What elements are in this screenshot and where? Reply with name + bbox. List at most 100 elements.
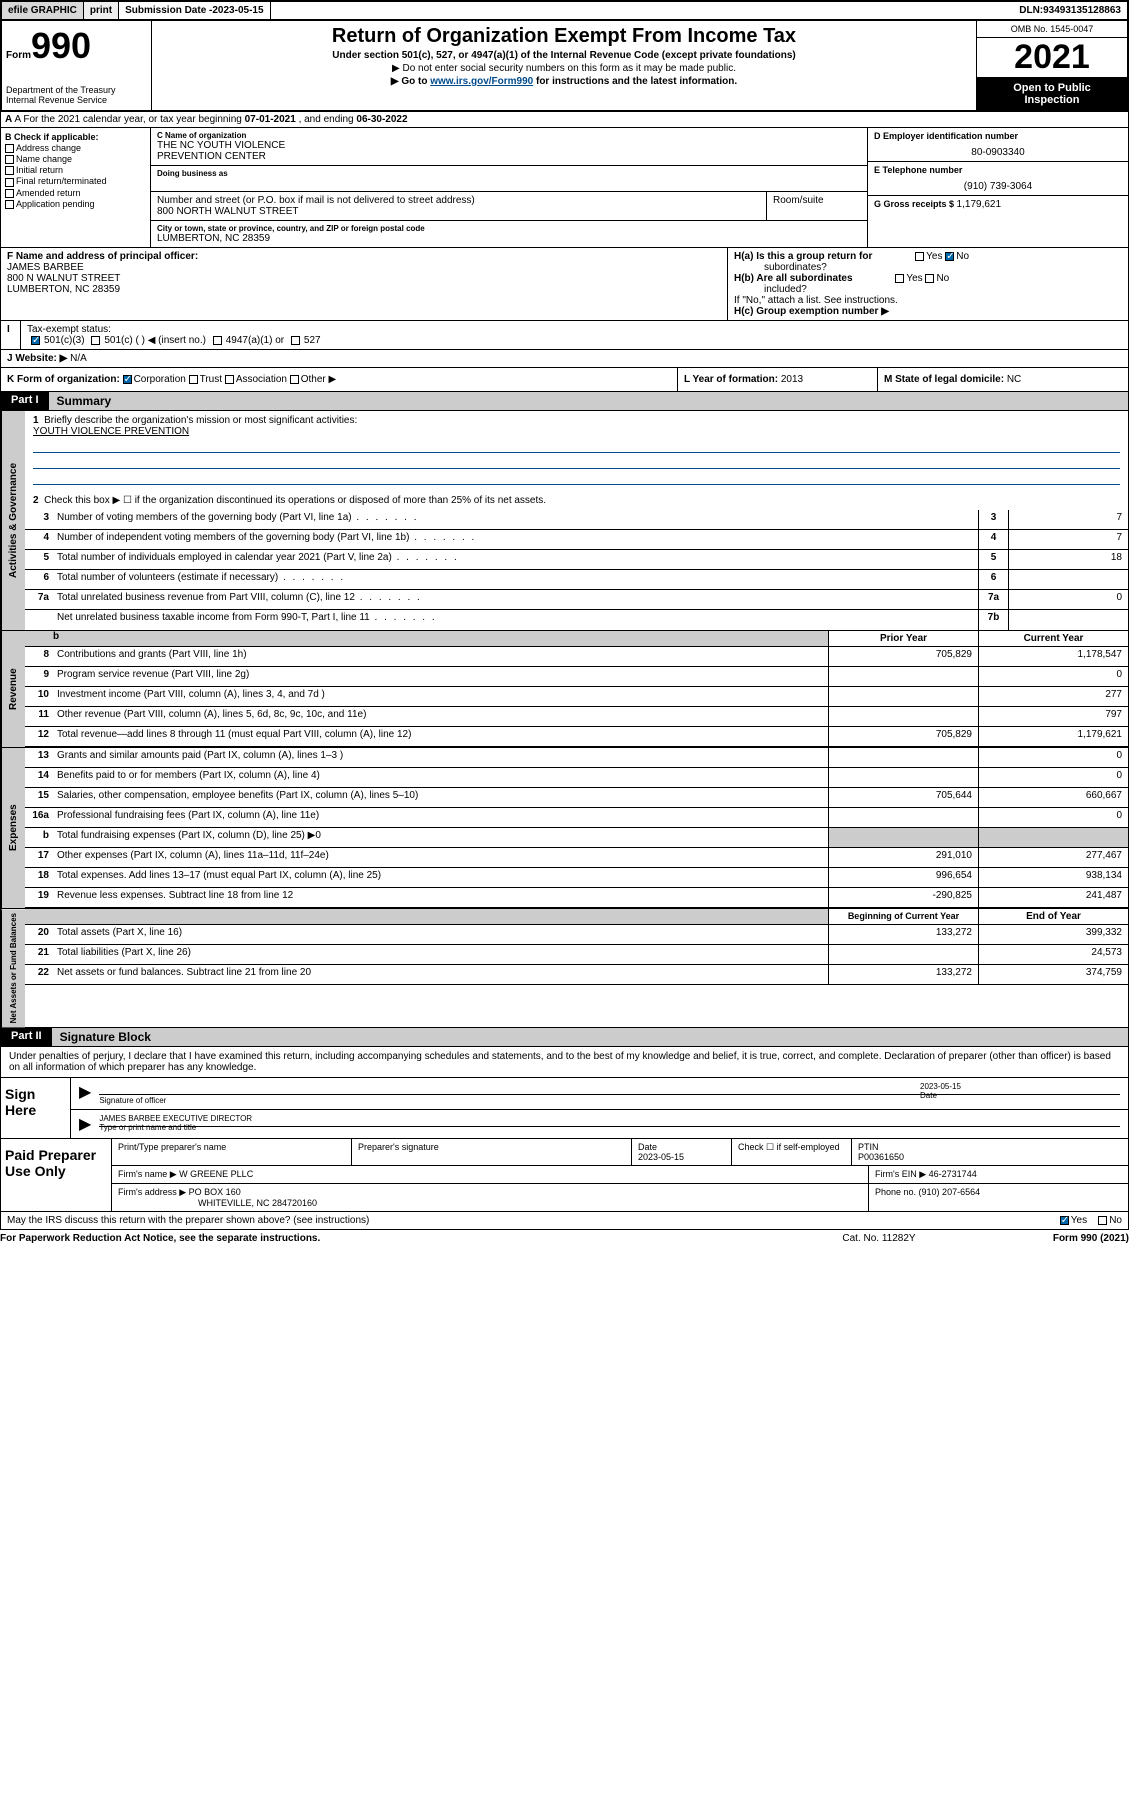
summary-expenses: Expenses 13Grants and similar amounts pa… (0, 748, 1129, 909)
revenue-header: b Prior Year Current Year (25, 631, 1128, 647)
footer-form: Form 990 (2021) (979, 1233, 1129, 1244)
col-end-year: End of Year (978, 909, 1128, 924)
form-header: Form990 Department of the Treasury Inter… (0, 21, 1129, 112)
room-label: Room/suite (773, 195, 861, 206)
chk-initial-return[interactable]: Initial return (5, 165, 146, 175)
form-num: 990 (31, 25, 91, 66)
q2-text: Check this box ▶ ☐ if the organization d… (44, 495, 546, 506)
summary-netassets: Net Assets or Fund Balances Beginning of… (0, 909, 1129, 1028)
street-label: Number and street (or P.O. box if mail i… (157, 195, 760, 206)
paid-preparer-section: Paid Preparer Use Only Print/Type prepar… (1, 1138, 1128, 1211)
hb-sub: included? (764, 284, 807, 295)
row-a-tax-year: A A For the 2021 calendar year, or tax y… (0, 112, 1129, 128)
org-name-section: C Name of organization THE NC YOUTH VIOL… (151, 128, 867, 166)
chk-may-no[interactable] (1098, 1216, 1107, 1225)
phone-section: E Telephone number (910) 739-3064 (868, 162, 1128, 196)
firm-ein: 46-2731744 (929, 1169, 977, 1179)
ha-row: H(a) Is this a group return for Yes No s… (734, 251, 1122, 273)
pg-ptin-cell: PTIN P00361650 (851, 1139, 1128, 1165)
chk-may-yes[interactable] (1060, 1216, 1069, 1225)
firm-phone-cell: Phone no. (910) 207-6564 (868, 1184, 1128, 1211)
officer-name-field: JAMES BARBEE EXECUTIVE DIRECTOR Type or … (99, 1126, 1120, 1134)
street-row: Number and street (or P.O. box if mail i… (151, 192, 867, 220)
print-button[interactable]: print (84, 2, 119, 19)
part-2-title: Signature Block (52, 1028, 1128, 1046)
gov-line: Net unrelated business taxable income fr… (25, 610, 1128, 630)
col-b-header: B Check if applicable: (5, 132, 146, 142)
chk-corporation[interactable] (123, 375, 132, 384)
gross-label: G Gross receipts $ (874, 199, 957, 209)
chk-527[interactable] (291, 336, 300, 345)
chk-4947[interactable] (213, 336, 222, 345)
firm-addr1: PO BOX 160 (189, 1187, 241, 1197)
data-line: 10Investment income (Part VIII, column (… (25, 687, 1128, 707)
col-c-org-info: C Name of organization THE NC YOUTH VIOL… (151, 128, 868, 247)
date-label: Date (920, 1091, 937, 1100)
data-line: 18Total expenses. Add lines 13–17 (must … (25, 868, 1128, 888)
org-name-2: PREVENTION CENTER (157, 151, 861, 162)
col-current-year: Current Year (978, 631, 1128, 646)
phone-label: E Telephone number (874, 165, 1122, 175)
data-line: 9Program service revenue (Part VIII, lin… (25, 667, 1128, 687)
chk-other[interactable] (290, 375, 299, 384)
ein-value: 80-0903340 (874, 147, 1122, 158)
data-line: 16aProfessional fundraising fees (Part I… (25, 808, 1128, 828)
principal-name: JAMES BARBEE (7, 262, 84, 273)
firm-name: W GREENE PLLC (179, 1169, 253, 1179)
gross-value: 1,179,621 (957, 199, 1002, 210)
may-irs-text: May the IRS discuss this return with the… (7, 1215, 1060, 1226)
tab-expenses: Expenses (1, 748, 25, 908)
principal-officer: F Name and address of principal officer:… (1, 248, 728, 320)
header-left: Form990 Department of the Treasury Inter… (2, 21, 152, 110)
form-subtitle: Under section 501(c), 527, or 4947(a)(1)… (160, 50, 968, 61)
data-line: 17Other expenses (Part IX, column (A), l… (25, 848, 1128, 868)
may-irs-yesno: Yes No (1060, 1215, 1122, 1226)
main-info-block: B Check if applicable: Address change Na… (0, 128, 1129, 248)
city-section: City or town, state or province, country… (151, 220, 867, 247)
chk-application-pending[interactable]: Application pending (5, 199, 146, 209)
hb-label: H(b) Are all subordinates (734, 273, 853, 284)
form-word: Form (6, 50, 31, 61)
chk-address-change[interactable]: Address change (5, 143, 146, 153)
data-line: 13Grants and similar amounts paid (Part … (25, 748, 1128, 768)
arrow-icon: ▶ (79, 1114, 91, 1134)
data-line: 21Total liabilities (Part X, line 26)24,… (25, 945, 1128, 965)
chk-name-change[interactable]: Name change (5, 154, 146, 164)
submission-date-value: 2023-05-15 (212, 5, 263, 16)
summary-revenue: Revenue b Prior Year Current Year 8Contr… (0, 631, 1129, 748)
chk-501c3[interactable] (31, 336, 40, 345)
firm-phone: (910) 207-6564 (919, 1187, 981, 1197)
chk-final-return[interactable]: Final return/terminated (5, 176, 146, 186)
part-1-title: Summary (49, 392, 1128, 410)
row-f-h: F Name and address of principal officer:… (0, 248, 1129, 321)
website-label: J Website: ▶ (7, 353, 67, 364)
chk-trust[interactable] (189, 375, 198, 384)
officer-label: Type or print name and title (99, 1123, 196, 1132)
chk-amended-return[interactable]: Amended return (5, 188, 146, 198)
principal-addr2: LUMBERTON, NC 28359 (7, 284, 120, 295)
open-public: Open to Public Inspection (977, 78, 1127, 110)
row-i-j: I Tax-exempt status: 501(c)(3) 501(c) ( … (0, 321, 1129, 350)
header-mid: Return of Organization Exempt From Incom… (152, 21, 977, 110)
chk-association[interactable] (225, 375, 234, 384)
dba-section: Doing business as (151, 166, 867, 192)
col-b-checkboxes: B Check if applicable: Address change Na… (1, 128, 151, 247)
tax-year: 2021 (977, 38, 1127, 78)
data-line: 11Other revenue (Part VIII, column (A), … (25, 707, 1128, 727)
ha-label: H(a) Is this a group return for (734, 251, 872, 262)
ein-label: D Employer identification number (874, 131, 1122, 141)
data-line: 22Net assets or fund balances. Subtract … (25, 965, 1128, 985)
ein-section: D Employer identification number 80-0903… (868, 128, 1128, 162)
data-line: 8Contributions and grants (Part VIII, li… (25, 647, 1128, 667)
state-domicile: M State of legal domicile: NC (878, 368, 1128, 391)
officer-name: JAMES BARBEE EXECUTIVE DIRECTOR (99, 1114, 1120, 1123)
m-value: NC (1007, 374, 1021, 385)
pg-sig-hdr: Preparer's signature (351, 1139, 631, 1165)
form-number: Form990 (6, 25, 147, 67)
chk-501c[interactable] (91, 336, 100, 345)
data-line: 19Revenue less expenses. Subtract line 1… (25, 888, 1128, 908)
goto-link[interactable]: www.irs.gov/Form990 (430, 76, 533, 87)
footer-left: For Paperwork Reduction Act Notice, see … (0, 1233, 779, 1244)
gov-line: 7aTotal unrelated business revenue from … (25, 590, 1128, 610)
gov-line: 6Total number of volunteers (estimate if… (25, 570, 1128, 590)
